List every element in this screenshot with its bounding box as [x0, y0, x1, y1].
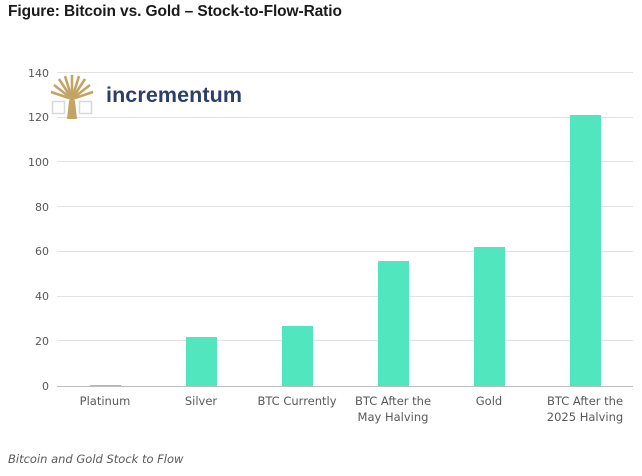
x-tick-label: Silver	[184, 394, 218, 408]
bar-btc-after-the	[569, 115, 601, 386]
gridline	[57, 161, 633, 163]
y-tick-label: 120	[28, 111, 49, 125]
y-tick-label: 140	[28, 66, 49, 80]
y-tick-label: 40	[35, 290, 49, 304]
tree-icon	[50, 75, 94, 119]
y-tick-label: 60	[35, 245, 49, 259]
gridline	[57, 116, 633, 118]
x-axis-labels: Platinum Silver BTC Currently BTC After the…	[57, 393, 633, 425]
gridline	[57, 72, 633, 73]
source-caption: Bitcoin and Gold Stock to Flow	[8, 452, 184, 466]
y-tick-label: 100	[28, 155, 49, 169]
bar-silver	[185, 336, 217, 386]
incrementum-logo: incrementum	[49, 71, 242, 119]
gridline	[57, 295, 633, 297]
y-tick-label: 80	[35, 200, 49, 214]
gridline	[57, 340, 633, 342]
y-tick-label: 20	[35, 334, 49, 348]
bar-gold	[473, 247, 505, 386]
gridline	[57, 250, 633, 252]
x-tick-label: Platinum	[79, 394, 131, 408]
bar-platinum	[89, 384, 121, 386]
x-tick-label: BTC After the May Halving	[354, 394, 432, 424]
brand-name: incrementum	[106, 82, 243, 107]
gridline	[57, 206, 633, 208]
bar-btc-after-the	[377, 260, 409, 386]
x-tick-label: BTC Currently	[257, 394, 337, 408]
x-tick-label: Gold	[475, 394, 503, 408]
chart-title: Figure: Bitcoin vs. Gold – Stock-to-Flow…	[8, 3, 342, 20]
x-tick-label: BTC After the 2025 Halving	[546, 394, 624, 424]
y-tick-label: 0	[42, 379, 49, 393]
bar-btc-currently	[281, 325, 313, 386]
plot-area: 0 20 40 60 80 100 120 140	[28, 68, 633, 392]
